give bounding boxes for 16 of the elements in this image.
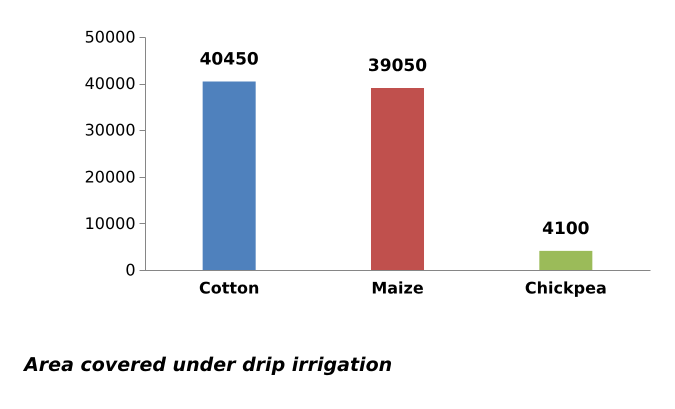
x-tick-label: Cotton — [198, 278, 260, 298]
data-label: 4100 — [542, 218, 590, 239]
bar — [539, 250, 592, 270]
bar — [370, 88, 424, 270]
y-tick-label: 0 — [125, 260, 136, 280]
y-tick-label: 20000 — [84, 167, 136, 186]
data-label: 40450 — [200, 50, 259, 70]
text: Area covered under drip irrigation — [22, 354, 392, 376]
y-tick-label: 30000 — [84, 120, 136, 140]
y-tick-label: 50000 — [84, 28, 136, 46]
y-tick-label: 40000 — [84, 74, 136, 94]
x-tick-label: Maize — [371, 278, 424, 298]
bar — [202, 82, 256, 270]
data-label: 39050 — [368, 56, 428, 76]
y-tick-label: 10000 — [84, 214, 136, 233]
x-tick-label: Chickpea — [524, 278, 607, 298]
